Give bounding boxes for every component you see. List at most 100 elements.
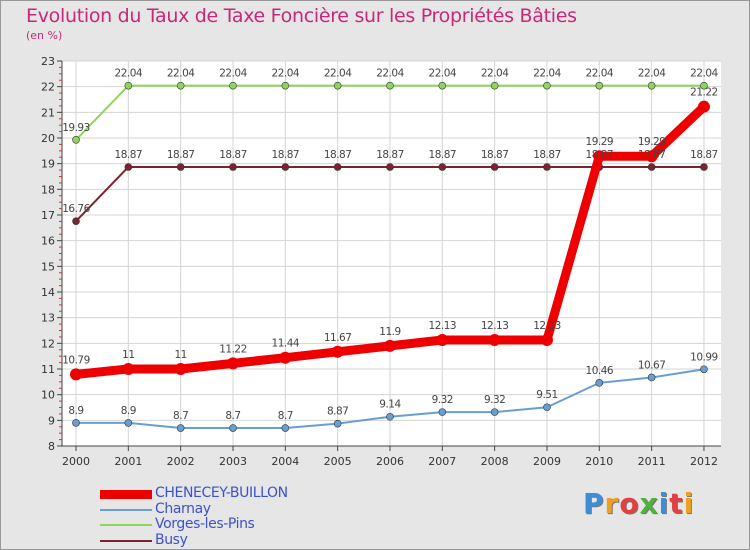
data-point — [595, 379, 604, 387]
data-point — [386, 163, 394, 171]
data-label: 22.04 — [115, 68, 143, 80]
data-point — [438, 163, 447, 171]
data-label: 18.87 — [690, 149, 718, 161]
data-point — [647, 163, 656, 171]
data-label: 18.87 — [167, 149, 195, 161]
data-label: 11 — [122, 349, 134, 361]
y-tick-label: 12 — [41, 337, 55, 350]
data-point — [543, 403, 551, 412]
legend-label: Busy — [155, 531, 188, 548]
y-tick-label: 17 — [41, 209, 55, 222]
data-label: 8.7 — [278, 410, 293, 422]
plot-area — [62, 61, 721, 446]
data-point — [281, 81, 290, 90]
data-label: 22.04 — [219, 68, 247, 80]
x-tick-label: 2006 — [376, 455, 404, 468]
y-tick-label: 13 — [41, 312, 55, 325]
logo-letter: i — [658, 487, 670, 520]
data-label: 18.87 — [115, 149, 143, 161]
logo-letter: o — [619, 487, 640, 520]
data-label: 22.04 — [324, 68, 352, 80]
data-label: 8.9 — [68, 405, 83, 417]
data-point — [488, 333, 501, 346]
data-label: 18.87 — [324, 149, 352, 161]
x-tick-label: 2008 — [481, 455, 509, 468]
data-label: 8.7 — [225, 410, 240, 422]
logo-letter: t — [669, 487, 684, 520]
legend-swatch — [100, 539, 152, 542]
y-tick-label: 16 — [41, 235, 55, 248]
data-point — [700, 163, 708, 171]
data-point — [333, 163, 342, 171]
data-label: 18.87 — [533, 149, 561, 161]
legend-swatch — [100, 524, 152, 526]
data-label: 10.99 — [690, 351, 718, 363]
data-point — [331, 345, 344, 358]
data-point — [176, 81, 185, 90]
data-point — [281, 424, 290, 432]
data-label: 10.67 — [638, 359, 666, 371]
y-tick-label: 9 — [48, 414, 55, 427]
data-point — [281, 163, 290, 171]
data-label: 8.9 — [121, 405, 136, 417]
data-point — [174, 363, 187, 375]
data-point — [229, 163, 237, 171]
data-point — [647, 81, 656, 90]
y-axis-unit: (en %) — [26, 29, 63, 42]
data-point — [383, 339, 396, 352]
data-point — [543, 163, 551, 171]
legend-label: Charnay — [155, 500, 211, 517]
data-label: 12.13 — [533, 320, 561, 332]
logo-letter: P — [583, 487, 605, 520]
data-label: 9.51 — [536, 389, 557, 401]
data-point — [124, 163, 133, 171]
data-label: 11 — [174, 349, 186, 361]
data-point — [593, 150, 606, 163]
x-tick-label: 2002 — [167, 455, 195, 468]
data-label: 22.04 — [533, 68, 561, 80]
data-label: 18.87 — [272, 149, 300, 161]
data-label: 19.93 — [62, 122, 90, 134]
data-label: 22.04 — [272, 68, 300, 80]
data-label: 18.87 — [481, 149, 509, 161]
x-tick-label: 2003 — [219, 455, 247, 468]
x-tick-label: 2000 — [62, 455, 90, 468]
data-label: 12.13 — [481, 320, 509, 332]
data-point — [72, 217, 80, 225]
x-tick-label: 2011 — [638, 455, 666, 468]
data-point — [229, 424, 237, 432]
data-label: 22.04 — [586, 68, 614, 80]
data-label: 22.04 — [429, 68, 457, 80]
y-tick-label: 20 — [41, 132, 55, 145]
data-label: 19.29 — [638, 136, 666, 148]
data-point — [72, 135, 80, 144]
proxiti-logo: Proxiti — [583, 487, 694, 520]
x-tick-label: 2007 — [428, 455, 456, 468]
data-label: 22.04 — [690, 68, 718, 80]
data-point — [490, 408, 499, 416]
data-label: 21.22 — [690, 87, 718, 99]
data-label: 10.79 — [62, 354, 90, 366]
y-tick-label: 21 — [41, 106, 55, 119]
data-point — [229, 81, 237, 90]
data-label: 9.32 — [432, 394, 453, 406]
data-point — [226, 357, 239, 370]
data-label: 22.04 — [376, 68, 404, 80]
data-label: 11.44 — [272, 338, 300, 350]
y-tick-label: 23 — [41, 55, 55, 68]
data-point — [647, 373, 656, 382]
chart-title: Evolution du Taux de Taxe Foncière sur l… — [26, 5, 577, 27]
data-label: 12.13 — [429, 320, 457, 332]
y-tick-label: 8 — [48, 440, 55, 453]
data-label: 18.87 — [586, 149, 614, 161]
data-point — [700, 365, 708, 374]
y-tick-label: 18 — [41, 183, 55, 196]
data-point — [333, 81, 342, 90]
data-point — [438, 408, 447, 416]
data-label: 16.76 — [62, 203, 90, 215]
data-label: 18.87 — [638, 149, 666, 161]
data-point — [176, 163, 185, 171]
data-label: 10.46 — [586, 365, 614, 377]
y-tick-label: 14 — [41, 286, 55, 299]
data-label: 18.87 — [219, 149, 247, 161]
